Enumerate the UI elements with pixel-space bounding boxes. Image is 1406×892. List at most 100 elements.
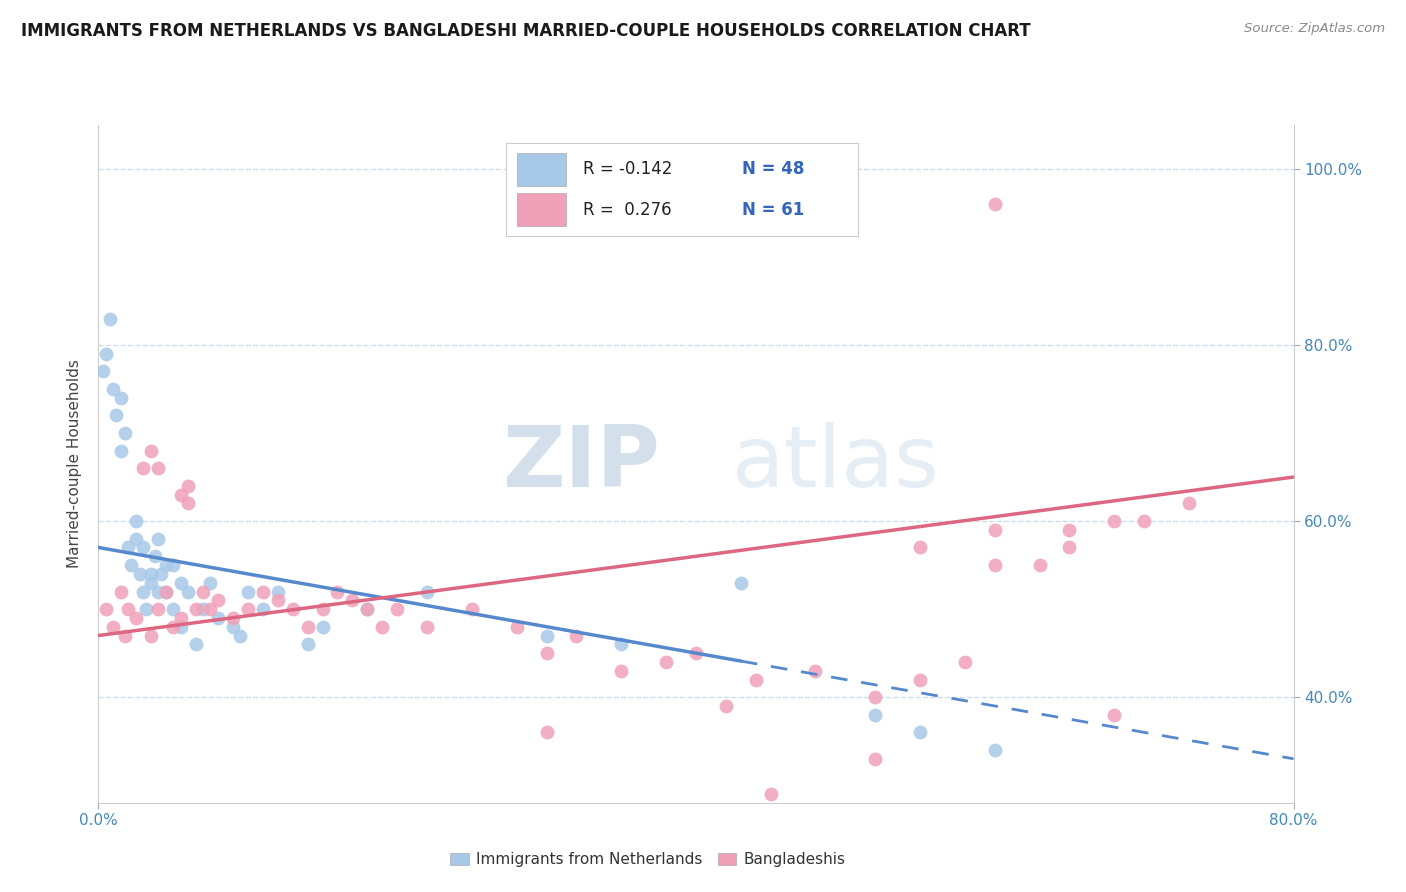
Point (148, 602, 170, 616)
Point (281, 602, 304, 616)
Point (311, 602, 333, 616)
Point (139, 566, 162, 581)
Text: R = -0.142: R = -0.142 (583, 161, 673, 178)
Text: R =  0.276: R = 0.276 (583, 201, 672, 219)
Point (191, 584, 214, 599)
Point (229, 628, 252, 642)
Point (685, 646, 707, 660)
Point (371, 620, 394, 634)
Point (1028, 558, 1050, 573)
Text: N = 48: N = 48 (742, 161, 804, 178)
Point (103, 620, 125, 634)
Point (91, 364, 114, 378)
Point (1178, 496, 1201, 510)
Point (100, 311, 122, 326)
Point (1102, 707, 1125, 722)
Point (610, 637, 633, 651)
Point (169, 488, 191, 502)
Point (236, 584, 259, 599)
Point (148, 461, 170, 475)
Point (110, 584, 132, 599)
Point (222, 611, 245, 625)
Point (94, 602, 117, 616)
Text: IMMIGRANTS FROM NETHERLANDS VS BANGLADESHI MARRIED-COUPLE HOUSEHOLDS CORRELATION: IMMIGRANTS FROM NETHERLANDS VS BANGLADES… (21, 22, 1031, 40)
Text: N = 61: N = 61 (742, 201, 804, 219)
Point (326, 584, 349, 599)
Point (267, 584, 290, 599)
Point (162, 602, 184, 616)
Point (236, 602, 259, 616)
Point (356, 602, 378, 616)
Point (114, 425, 136, 440)
Point (804, 664, 827, 678)
Point (863, 690, 887, 705)
Point (105, 409, 128, 423)
Point (177, 479, 200, 493)
Point (125, 514, 148, 528)
Point (177, 496, 200, 510)
Point (565, 628, 588, 642)
Point (908, 725, 931, 739)
Legend: Immigrants from Netherlands, Bangladeshis: Immigrants from Netherlands, Bangladeshi… (444, 846, 852, 873)
Point (536, 628, 558, 642)
Point (129, 566, 152, 581)
Point (356, 602, 378, 616)
Point (139, 628, 162, 642)
Point (267, 593, 290, 607)
Point (416, 620, 439, 634)
Point (162, 558, 184, 573)
Point (135, 602, 157, 616)
Point (984, 558, 1007, 573)
Point (148, 584, 170, 599)
Point (655, 655, 678, 669)
FancyBboxPatch shape (517, 153, 565, 186)
Point (745, 673, 768, 687)
Point (155, 584, 177, 599)
Point (110, 391, 132, 405)
Point (252, 602, 274, 616)
Point (297, 620, 319, 634)
Point (730, 575, 752, 590)
Point (155, 558, 177, 573)
Point (506, 620, 529, 634)
Point (117, 541, 139, 555)
Point (139, 443, 162, 458)
Point (148, 532, 170, 546)
Point (169, 575, 191, 590)
Text: atlas: atlas (733, 422, 939, 506)
Point (184, 602, 207, 616)
Point (162, 620, 184, 634)
Point (252, 584, 274, 599)
Text: Source: ZipAtlas.com: Source: ZipAtlas.com (1244, 22, 1385, 36)
Point (1059, 541, 1081, 555)
Point (610, 664, 633, 678)
Point (169, 620, 191, 634)
Point (191, 602, 214, 616)
Point (117, 602, 139, 616)
Point (984, 743, 1007, 757)
Point (311, 620, 333, 634)
Point (908, 673, 931, 687)
Point (984, 197, 1007, 211)
Point (169, 611, 191, 625)
Point (143, 549, 166, 564)
Point (714, 698, 737, 713)
Point (863, 707, 887, 722)
Point (155, 584, 177, 599)
Point (125, 611, 148, 625)
Point (120, 558, 142, 573)
Point (150, 566, 173, 581)
Point (207, 593, 229, 607)
Point (132, 541, 155, 555)
Point (222, 620, 245, 634)
Point (908, 541, 931, 555)
Point (984, 523, 1007, 537)
Point (139, 575, 162, 590)
Point (177, 584, 200, 599)
Point (200, 602, 222, 616)
Point (536, 725, 558, 739)
Point (759, 787, 782, 801)
Point (863, 752, 887, 766)
FancyBboxPatch shape (517, 194, 565, 226)
Point (461, 602, 484, 616)
